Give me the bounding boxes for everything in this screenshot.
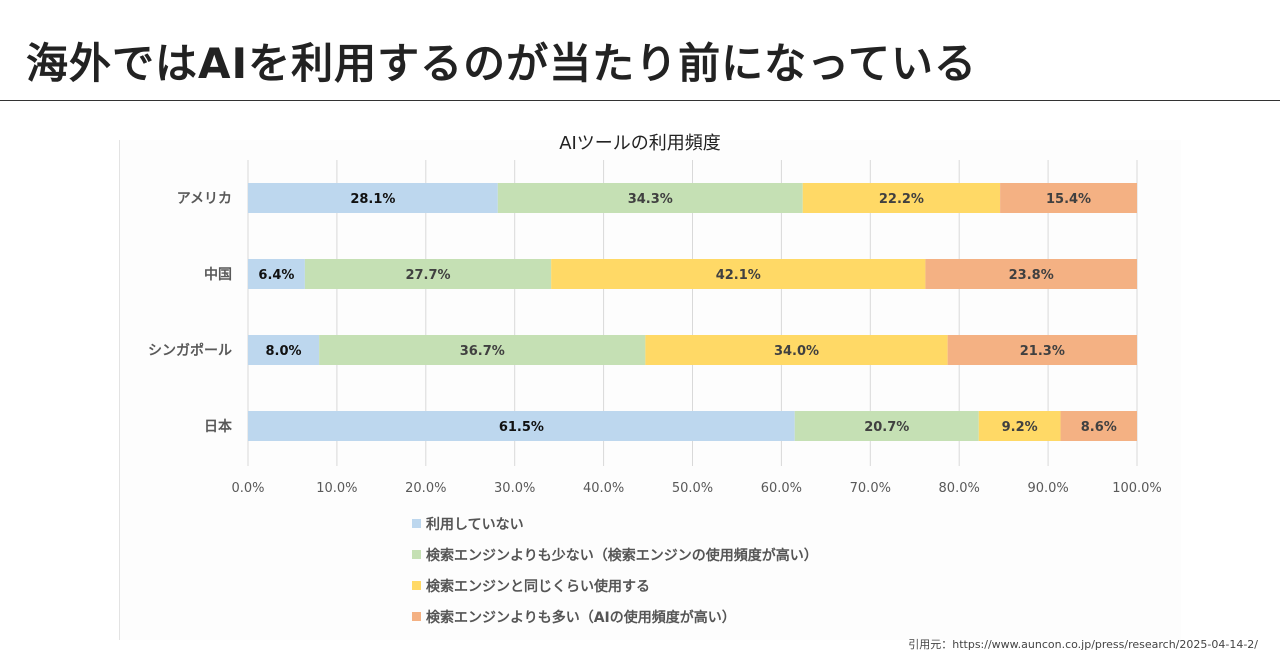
data-label: 34.3% (628, 192, 673, 207)
data-label: 42.1% (716, 268, 761, 283)
legend-item-less-than-search: 検索エンジンよりも少ない（検索エンジンの使用頻度が高い） (412, 539, 818, 570)
legend-item-more-than-search: 検索エンジンよりも多い（AIの使用頻度が高い） (412, 601, 818, 632)
bar-segment (497, 183, 803, 213)
bar-segment (1060, 411, 1137, 441)
legend-swatch (412, 550, 421, 559)
legend-label: 検索エンジンよりも少ない（検索エンジンの使用頻度が高い） (426, 547, 818, 564)
title-divider (0, 100, 1280, 101)
bar-segment (645, 335, 948, 365)
data-label: 21.3% (1020, 344, 1065, 359)
x-tick-label: 90.0% (1027, 481, 1068, 496)
x-tick-label: 50.0% (672, 481, 713, 496)
x-tick-label: 70.0% (850, 481, 891, 496)
x-tick-label: 0.0% (231, 481, 264, 496)
chart-panel (119, 140, 1181, 640)
legend-label: 検索エンジンよりも多い（AIの使用頻度が高い） (426, 609, 736, 626)
legend-item-same-as-search: 検索エンジンと同じくらい使用する (412, 570, 818, 601)
data-label: 15.4% (1046, 192, 1091, 207)
category-label: アメリカ (177, 191, 232, 207)
data-label: 20.7% (864, 420, 909, 435)
bar-segment (248, 183, 498, 213)
data-label: 8.0% (266, 344, 302, 359)
bar-segment (802, 183, 1001, 213)
x-tick-label: 10.0% (316, 481, 357, 496)
data-label: 8.6% (1081, 420, 1117, 435)
citation: 引用元：https://www.auncon.co.jp/press/resea… (908, 638, 1258, 651)
data-label: 28.1% (350, 192, 395, 207)
bar-segment (794, 411, 979, 441)
legend-item-not-using: 利用していない (412, 508, 818, 539)
bar-segment (1000, 183, 1137, 213)
data-label: 6.4% (258, 268, 294, 283)
bar-segment (978, 411, 1061, 441)
legend-swatch (412, 612, 421, 621)
category-label: シンガポール (148, 342, 232, 359)
page-title: 海外ではAIを利用するのが当たり前になっている (26, 39, 978, 88)
bar-segment (947, 335, 1137, 365)
bar-segment (319, 335, 646, 365)
legend-label: 検索エンジンと同じくらい使用する (426, 578, 650, 595)
chart-legend: 利用していない 検索エンジンよりも少ない（検索エンジンの使用頻度が高い） 検索エ… (412, 508, 818, 632)
data-label: 34.0% (774, 344, 819, 359)
data-label: 36.7% (460, 344, 505, 359)
x-tick-label: 40.0% (583, 481, 624, 496)
bar-segment (248, 259, 305, 289)
data-label: 9.2% (1002, 420, 1038, 435)
category-label: 中国 (204, 266, 232, 283)
bar-segment (925, 259, 1137, 289)
x-tick-label: 100.0% (1112, 481, 1162, 496)
data-label: 22.2% (879, 192, 924, 207)
data-label: 61.5% (499, 420, 544, 435)
legend-label: 利用していない (426, 516, 524, 533)
data-label: 27.7% (405, 268, 450, 283)
x-tick-label: 20.0% (405, 481, 446, 496)
x-tick-label: 60.0% (761, 481, 802, 496)
chart-title: AIツールの利用頻度 (559, 133, 721, 154)
bar-segment (248, 335, 320, 365)
x-tick-label: 30.0% (494, 481, 535, 496)
category-label: 日本 (204, 418, 233, 435)
legend-swatch (412, 581, 421, 590)
bar-segment (248, 411, 795, 441)
data-label: 23.8% (1009, 268, 1054, 283)
x-tick-label: 80.0% (939, 481, 980, 496)
bar-segment (551, 259, 926, 289)
legend-swatch (412, 519, 421, 528)
bar-segment (304, 259, 552, 289)
